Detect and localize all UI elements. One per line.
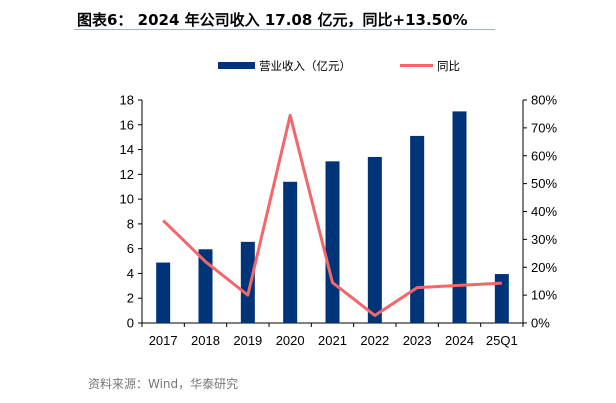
right-tick-label: 80% bbox=[531, 93, 557, 108]
left-tick-label: 16 bbox=[120, 117, 134, 132]
right-tick-label: 20% bbox=[531, 260, 557, 275]
x-tick-label: 2022 bbox=[360, 333, 389, 348]
left-tick-label: 6 bbox=[127, 241, 134, 256]
x-tick-label: 2018 bbox=[191, 333, 220, 348]
x-tick-label: 2017 bbox=[149, 333, 178, 348]
legend-line-label: 同比 bbox=[437, 59, 460, 73]
x-tick-label: 2021 bbox=[318, 333, 347, 348]
title-divider bbox=[74, 29, 495, 30]
source-note: 资料来源：Wind，华泰研究 bbox=[88, 377, 239, 391]
right-tick-label: 10% bbox=[531, 288, 557, 303]
bar-2024 bbox=[452, 111, 467, 323]
bar-2023 bbox=[410, 135, 425, 323]
legend-bar-swatch bbox=[218, 62, 255, 69]
right-tick-label: 50% bbox=[531, 176, 557, 191]
bar-2022 bbox=[367, 156, 382, 323]
x-tick-label: 25Q1 bbox=[486, 333, 518, 348]
right-tick-label: 70% bbox=[531, 120, 557, 135]
bar-2019 bbox=[240, 241, 255, 323]
left-tick-label: 4 bbox=[127, 266, 134, 281]
left-tick-label: 0 bbox=[127, 316, 134, 331]
bar-2018 bbox=[198, 249, 213, 323]
right-tick-label: 30% bbox=[531, 232, 557, 247]
chart-title: 图表6： 2024 年公司收入 17.08 亿元，同比+13.50% bbox=[77, 11, 468, 29]
right-tick-label: 0% bbox=[531, 316, 550, 331]
right-tick-label: 40% bbox=[531, 204, 557, 219]
x-tick-label: 2019 bbox=[233, 333, 262, 348]
left-tick-label: 2 bbox=[127, 291, 134, 306]
x-tick-label: 2023 bbox=[403, 333, 432, 348]
left-tick-label: 18 bbox=[120, 93, 134, 108]
legend-bar-label: 营业收入（亿元） bbox=[259, 59, 351, 73]
left-tick-label: 14 bbox=[120, 142, 134, 157]
bar-2017 bbox=[156, 262, 171, 323]
left-tick-label: 10 bbox=[120, 192, 134, 207]
left-tick-label: 8 bbox=[127, 216, 134, 231]
x-tick-label: 2020 bbox=[276, 333, 305, 348]
left-tick-label: 12 bbox=[120, 167, 134, 182]
bar-2021 bbox=[325, 161, 340, 323]
bar-25Q1 bbox=[494, 274, 509, 323]
x-tick-label: 2024 bbox=[445, 333, 474, 348]
right-tick-label: 60% bbox=[531, 148, 557, 163]
bar-2020 bbox=[283, 181, 298, 323]
